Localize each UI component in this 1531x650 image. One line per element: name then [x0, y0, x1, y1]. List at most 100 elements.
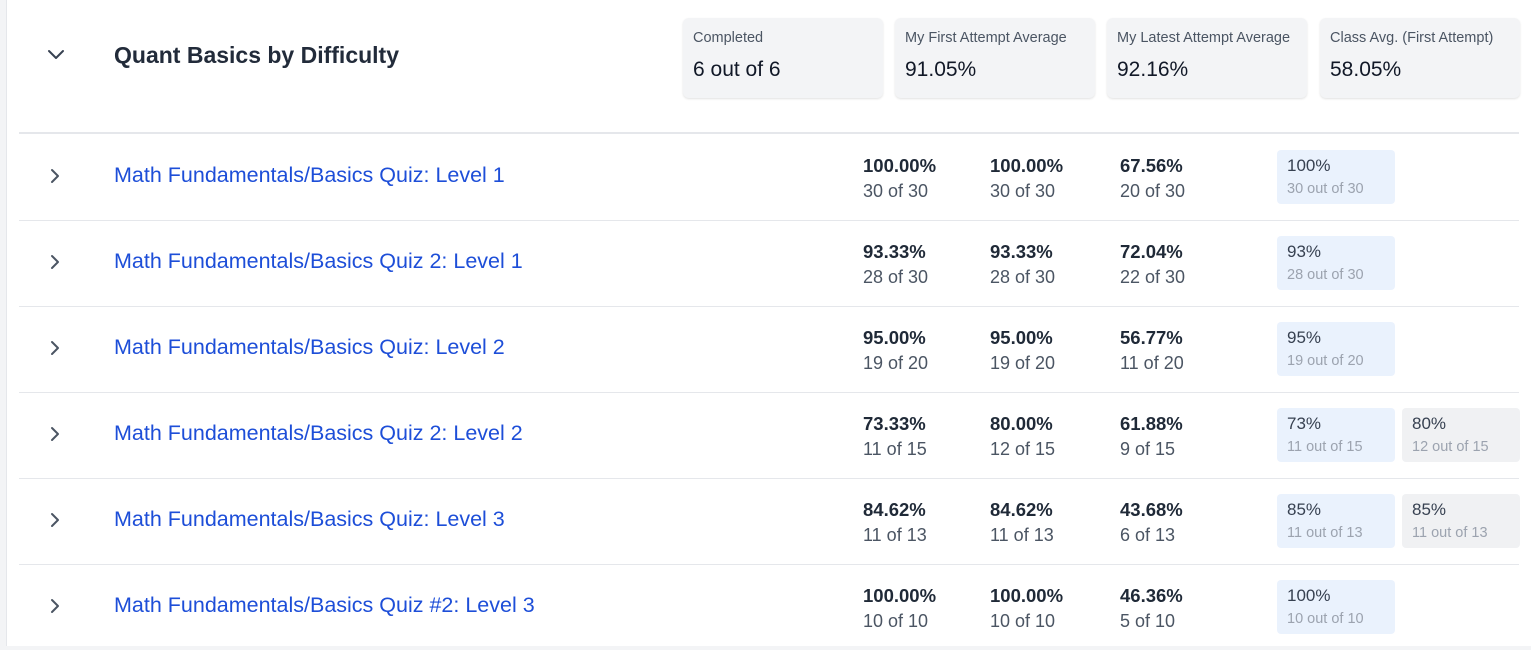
class-average-score: 56.77% 11 of 20	[1120, 326, 1184, 376]
attempt-percent: 100%	[1287, 586, 1331, 605]
attempt-count: 11 out of 13	[1287, 525, 1363, 541]
score-count: 19 of 20	[863, 353, 929, 373]
attempt-chip[interactable]: 85% 11 out of 13	[1402, 494, 1520, 548]
score-count: 9 of 15	[1120, 439, 1176, 459]
score-count: 11 of 15	[863, 439, 927, 459]
score-percent: 67.56%	[1120, 155, 1183, 176]
class-average-score: 72.04% 22 of 30	[1120, 240, 1185, 290]
score-percent: 95.00%	[863, 327, 926, 348]
first-attempt-score: 95.00% 19 of 20	[863, 326, 928, 376]
attempt-percent: 85%	[1412, 500, 1447, 519]
quiz-row[interactable]: Math Fundamentals/Basics Quiz 2: Level 1…	[19, 220, 1519, 307]
chevron-right-icon[interactable]	[47, 251, 63, 273]
attempt-chip[interactable]: 85% 11 out of 13	[1277, 494, 1395, 548]
score-percent: 100.00%	[863, 585, 937, 606]
attempt-count: 19 out of 20	[1287, 353, 1364, 369]
quiz-group-panel: Quant Basics by Difficulty Completed 6 o…	[6, 0, 1531, 646]
attempt-percent: 100%	[1287, 156, 1331, 175]
score-percent: 43.68%	[1120, 499, 1183, 520]
chevron-right-icon[interactable]	[47, 509, 63, 531]
score-percent: 100.00%	[863, 155, 937, 176]
group-title: Quant Basics by Difficulty	[114, 42, 400, 68]
attempt-count: 10 out of 10	[1287, 611, 1364, 627]
class-average-score: 67.56% 20 of 30	[1120, 154, 1185, 204]
score-percent: 73.33%	[863, 413, 926, 434]
chevron-right-icon[interactable]	[47, 595, 63, 617]
quiz-title-link[interactable]: Math Fundamentals/Basics Quiz 2: Level 1	[114, 249, 523, 273]
attempt-count: 28 out of 30	[1287, 267, 1364, 283]
stat-label: My First Attempt Average	[905, 30, 1067, 46]
score-percent: 100.00%	[990, 585, 1064, 606]
class-average-score: 46.36% 5 of 10	[1120, 584, 1183, 634]
first-attempt-score: 100.00% 10 of 10	[863, 584, 936, 634]
attempt-percent: 93%	[1287, 242, 1322, 261]
latest-attempt-score: 100.00% 30 of 30	[990, 154, 1063, 204]
attempt-percent: 80%	[1412, 414, 1447, 433]
stat-value: 92.16%	[1117, 58, 1189, 81]
stat-first-attempt-average: My First Attempt Average 91.05%	[895, 18, 1095, 98]
class-average-score: 61.88% 9 of 15	[1120, 412, 1183, 462]
score-percent: 46.36%	[1120, 585, 1183, 606]
quiz-row[interactable]: Math Fundamentals/Basics Quiz: Level 1 1…	[19, 134, 1519, 221]
chevron-down-icon[interactable]	[45, 44, 67, 66]
attempt-percent: 73%	[1287, 414, 1322, 433]
attempt-chip[interactable]: 73% 11 out of 15	[1277, 408, 1395, 462]
class-average-score: 43.68% 6 of 13	[1120, 498, 1183, 548]
attempt-percent: 95%	[1287, 328, 1322, 347]
attempt-count: 11 out of 15	[1287, 439, 1363, 455]
group-header[interactable]: Quant Basics by Difficulty Completed 6 o…	[19, 0, 1520, 134]
quiz-row[interactable]: Math Fundamentals/Basics Quiz 2: Level 2…	[19, 392, 1520, 479]
latest-attempt-score: 100.00% 10 of 10	[990, 584, 1063, 634]
chevron-right-icon[interactable]	[47, 165, 63, 187]
stat-value: 91.05%	[905, 58, 977, 81]
quiz-row[interactable]: Math Fundamentals/Basics Quiz: Level 2 9…	[19, 306, 1519, 393]
quiz-group-card: Quant Basics by Difficulty Completed 6 o…	[19, 0, 1520, 646]
score-count: 11 of 13	[863, 525, 927, 545]
first-attempt-score: 73.33% 11 of 15	[863, 412, 927, 462]
score-percent: 100.00%	[990, 155, 1064, 176]
stat-label: My Latest Attempt Average	[1117, 30, 1291, 46]
quiz-title-link[interactable]: Math Fundamentals/Basics Quiz #2: Level …	[114, 593, 535, 617]
score-percent: 84.62%	[990, 499, 1053, 520]
quiz-title-link[interactable]: Math Fundamentals/Basics Quiz: Level 2	[114, 335, 505, 359]
score-count: 12 of 15	[990, 439, 1056, 459]
quiz-row[interactable]: Math Fundamentals/Basics Quiz: Level 3 8…	[19, 478, 1520, 565]
score-percent: 80.00%	[990, 413, 1053, 434]
score-count: 11 of 13	[990, 525, 1054, 545]
stat-label: Class Avg. (First Attempt)	[1330, 30, 1494, 46]
quiz-title-link[interactable]: Math Fundamentals/Basics Quiz: Level 1	[114, 163, 505, 187]
attempt-chip[interactable]: 100% 30 out of 30	[1277, 150, 1395, 204]
score-percent: 93.33%	[990, 241, 1053, 262]
score-count: 20 of 30	[1120, 181, 1186, 201]
stat-value: 6 out of 6	[693, 58, 781, 81]
chevron-right-icon[interactable]	[47, 337, 63, 359]
stat-class-average: Class Avg. (First Attempt) 58.05%	[1320, 18, 1520, 98]
attempt-count: 11 out of 13	[1412, 525, 1488, 541]
score-count: 22 of 30	[1120, 267, 1186, 287]
score-percent: 84.62%	[863, 499, 926, 520]
stat-latest-attempt-average: My Latest Attempt Average 92.16%	[1107, 18, 1307, 98]
score-count: 6 of 13	[1120, 525, 1176, 545]
first-attempt-score: 100.00% 30 of 30	[863, 154, 936, 204]
attempt-count: 30 out of 30	[1287, 181, 1364, 197]
chevron-right-icon[interactable]	[47, 423, 63, 445]
attempt-chip[interactable]: 93% 28 out of 30	[1277, 236, 1395, 290]
stat-label: Completed	[693, 30, 764, 46]
score-percent: 72.04%	[1120, 241, 1183, 262]
latest-attempt-score: 84.62% 11 of 13	[990, 498, 1054, 548]
stat-value: 58.05%	[1330, 58, 1402, 81]
score-percent: 93.33%	[863, 241, 926, 262]
attempt-percent: 85%	[1287, 500, 1322, 519]
quiz-title-link[interactable]: Math Fundamentals/Basics Quiz 2: Level 2	[114, 421, 523, 445]
score-percent: 61.88%	[1120, 413, 1183, 434]
quiz-row[interactable]: Math Fundamentals/Basics Quiz #2: Level …	[19, 564, 1519, 650]
score-count: 19 of 20	[990, 353, 1056, 373]
attempt-chip[interactable]: 100% 10 out of 10	[1277, 580, 1395, 634]
attempt-chip[interactable]: 95% 19 out of 20	[1277, 322, 1395, 376]
first-attempt-score: 84.62% 11 of 13	[863, 498, 927, 548]
attempt-chip[interactable]: 80% 12 out of 15	[1402, 408, 1520, 462]
score-count: 5 of 10	[1120, 611, 1176, 631]
first-attempt-score: 93.33% 28 of 30	[863, 240, 928, 290]
quiz-title-link[interactable]: Math Fundamentals/Basics Quiz: Level 3	[114, 507, 505, 531]
latest-attempt-score: 93.33% 28 of 30	[990, 240, 1055, 290]
